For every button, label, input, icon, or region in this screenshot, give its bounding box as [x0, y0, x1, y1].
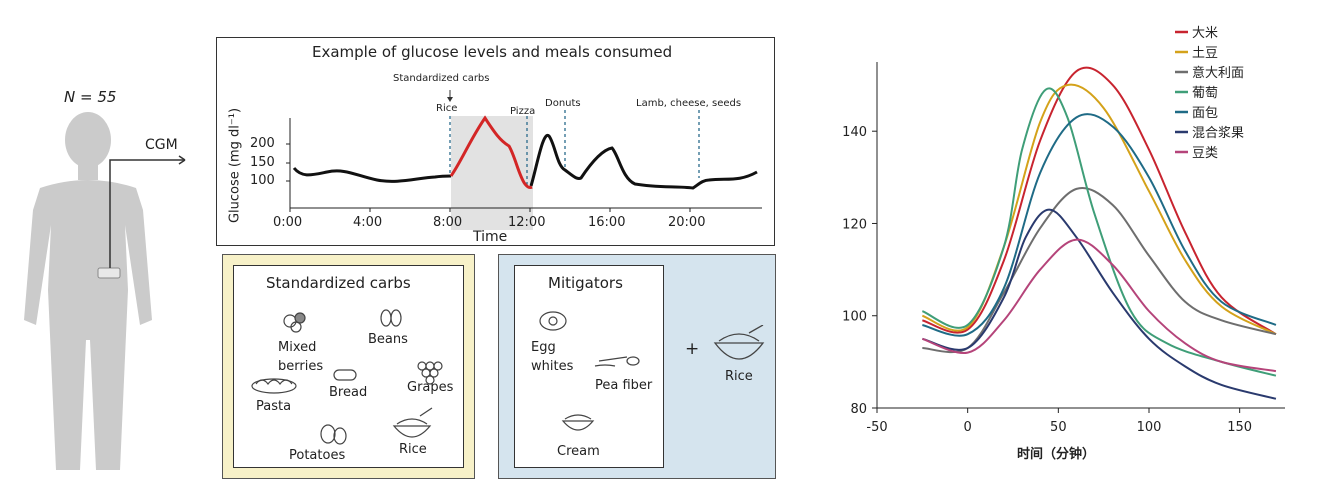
x-tick-label: -50: [866, 420, 887, 435]
mitigators-panel-title: Mitigators: [548, 274, 623, 292]
cream-icon: [561, 414, 595, 431]
body-figure: [0, 0, 210, 486]
pea-fiber-icon: [594, 356, 640, 367]
time-axis-label: Time: [473, 229, 508, 245]
x-tick-label: 12:00: [508, 215, 546, 230]
carb-item-label: Rice: [399, 442, 427, 457]
y-tick-label: 120: [842, 217, 867, 232]
carb-item-label: Bread: [329, 385, 368, 400]
x-tick-label: 50: [1050, 420, 1067, 435]
x-tick-label: 0:00: [273, 215, 303, 230]
grapes-icon: [417, 361, 443, 385]
y-tick-label: 140: [842, 125, 867, 140]
series-line: [921, 83, 1277, 336]
series-line: [921, 238, 1277, 373]
carbs-panel-title: Standardized carbs: [266, 274, 411, 292]
annotation-lamb-cheese-seeds: Lamb, cheese, seeds: [636, 98, 742, 109]
x-tick-label: 20:00: [668, 215, 706, 230]
standardized-carbs-panel: Standardized carbs: [222, 254, 475, 479]
mitigator-rice-label: Rice: [725, 369, 753, 384]
legend-label: 葡萄: [1192, 86, 1218, 101]
cgm-label: CGM: [145, 137, 178, 153]
y-tick-label: 150: [250, 155, 275, 170]
legend-label: 土豆: [1192, 46, 1218, 61]
x-tick-label: 150: [1227, 420, 1252, 435]
glucose-y-label: Glucose (mg dl⁻¹): [227, 107, 243, 224]
series-line: [921, 87, 1277, 377]
beans-icon: [380, 309, 402, 327]
annotation-donuts: Donuts: [545, 98, 581, 109]
bread-icon: [333, 369, 357, 381]
series-line: [922, 113, 1277, 337]
y-tick-label: 200: [250, 136, 275, 151]
carb-item-label: Potatoes: [289, 448, 346, 463]
x-tick-label: 4:00: [353, 215, 383, 230]
legend-label: 大米: [1192, 26, 1218, 41]
annotation-rice: Rice: [436, 103, 458, 114]
y-tick-label: 100: [250, 173, 275, 188]
x-tick-label: 8:00: [433, 215, 463, 230]
mitigator-item-label: Egg whites: [531, 340, 574, 374]
mitigator-item-label: Cream: [557, 444, 600, 459]
pasta-icon: [251, 378, 297, 394]
glucose-panel-title: Example of glucose levels and meals cons…: [312, 43, 673, 61]
glucose-example-panel: Example of glucose levels and meals cons…: [216, 37, 775, 246]
mitigator-item-label: Pea fiber: [595, 378, 653, 393]
x-tick-label: 16:00: [588, 215, 626, 230]
y-tick-label: 80: [850, 402, 867, 417]
carb-item-label: Beans: [368, 332, 408, 347]
legend-label: 混合浆果: [1192, 126, 1244, 141]
annotation-pizza: Pizza: [510, 106, 536, 117]
series-line: [922, 208, 1277, 400]
series-line: [922, 187, 1277, 354]
x-axis-label: 时间（分钟）: [1017, 446, 1095, 462]
y-tick-label: 100: [842, 310, 867, 325]
carb-item-label: Mixed berries: [278, 340, 324, 374]
legend-label: 意大利面: [1192, 65, 1244, 81]
carb-item-label: Grapes: [407, 380, 454, 395]
x-tick-label: 0: [964, 420, 972, 435]
carb-item-label: Pasta: [256, 399, 292, 414]
berries-icon: [283, 312, 306, 333]
annotation-standardized-carbs: Standardized carbs: [393, 73, 490, 84]
egg-icon: [539, 311, 567, 331]
sample-size-label: N = 55: [64, 88, 117, 106]
mitigators-panel: Mitigators Egg whites Pea fiber Cream + …: [498, 254, 776, 479]
legend-label: 豆类: [1192, 146, 1218, 161]
potatoes-icon: [320, 424, 347, 445]
plus-sign: +: [685, 339, 700, 359]
legend-label: 面包: [1192, 106, 1218, 121]
rice-bowl-icon: [713, 325, 765, 360]
series-line: [922, 66, 1277, 336]
rice-bowl-icon: [392, 407, 433, 438]
x-tick-label: 100: [1137, 420, 1162, 435]
glucose-response-chart: 80 100 120 140 -50 0 50 100 150 时间（分钟） 大米土豆意大利面葡萄…: [790, 0, 1320, 486]
